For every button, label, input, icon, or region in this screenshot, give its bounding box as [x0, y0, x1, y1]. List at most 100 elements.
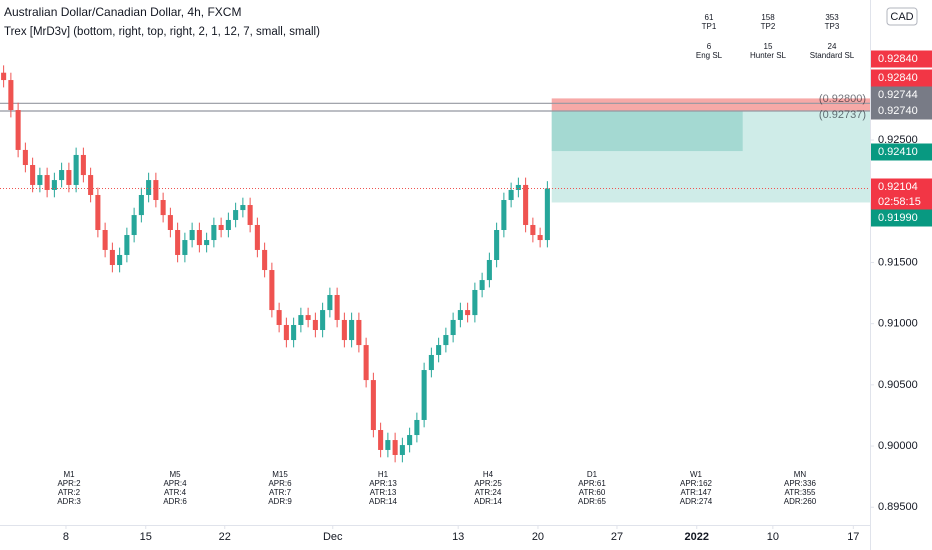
stat-line: ATR:13 [370, 488, 397, 497]
candle-body [276, 310, 282, 325]
candle-body [80, 154, 86, 176]
y-tick-label: 0.90000 [878, 440, 918, 452]
x-tick-label: 2022 [684, 531, 708, 543]
profit-zone [551, 110, 743, 152]
stat-line: ADR:9 [268, 497, 292, 506]
candle-body [544, 188, 550, 241]
candle-body [218, 224, 224, 231]
stat-timeframe: H1 [378, 470, 389, 479]
stat-timeframe: D1 [587, 470, 598, 479]
price-label-box [871, 86, 932, 104]
candle-body [414, 419, 420, 436]
candle-body [486, 259, 492, 281]
candle-body [537, 235, 543, 241]
candle-body [392, 440, 398, 455]
stat-line: ADR:65 [578, 497, 607, 506]
stat-line: ADR:6 [163, 497, 187, 506]
candle-body [131, 215, 137, 236]
candle-body [51, 180, 57, 190]
candle-body [523, 184, 529, 225]
candle-body [436, 345, 442, 355]
plot [0, 65, 870, 463]
price-label: 0.91990 [878, 212, 918, 224]
price-label-box [871, 102, 932, 120]
stat-line: ADR:14 [474, 497, 503, 506]
target-label: TP1 [702, 22, 717, 31]
x-tick-label: Dec [323, 531, 343, 543]
candle-body [479, 280, 485, 290]
candle-body [312, 319, 318, 331]
price-label: 0.92740 [878, 105, 918, 117]
candle-body [15, 110, 21, 150]
x-tick-label: 13 [452, 531, 464, 543]
candle-body [472, 289, 478, 316]
candle-body [95, 194, 101, 231]
candle-body [182, 240, 188, 255]
stat-line: ATR:2 [58, 488, 81, 497]
y-tick-label: 0.91000 [878, 318, 918, 330]
x-tick-label: 8 [63, 531, 69, 543]
stat-line: ADR:3 [57, 497, 81, 506]
stat-line: ADR:14 [369, 497, 398, 506]
candle-body [138, 194, 144, 216]
candle-body [102, 230, 108, 250]
stat-timeframe: M15 [272, 470, 288, 479]
stat-line: APR:61 [578, 479, 606, 488]
candle-body [269, 270, 275, 311]
price-label-box [871, 143, 932, 161]
candle-body [515, 184, 521, 190]
candle-body [189, 230, 195, 241]
candle-body [450, 319, 456, 336]
stat-line: APR:25 [474, 479, 502, 488]
candle-body [240, 205, 246, 211]
candle-body [1, 72, 7, 81]
candle-body [457, 310, 463, 320]
candle-body [494, 230, 500, 260]
y-tick-label: 0.91500 [878, 256, 918, 268]
stat-line: APR:162 [680, 479, 713, 488]
price-label: 0.92410 [878, 146, 918, 158]
x-tick-label: 20 [532, 531, 544, 543]
candle-body [30, 165, 36, 185]
candle-body [44, 175, 50, 190]
price-label-box [871, 50, 932, 68]
candle-body [501, 200, 507, 231]
indicator-label: Trex [MrD3v] (bottom, right, top, right,… [4, 26, 320, 38]
candle-body [291, 324, 297, 341]
price-label: 0.92840 [878, 72, 918, 84]
candle-body [443, 335, 449, 346]
candle-body [262, 249, 268, 271]
stat-timeframe: M5 [169, 470, 181, 479]
candle-body [146, 180, 152, 195]
candle-body [59, 170, 65, 181]
price-label-box [871, 209, 932, 227]
candle-body [283, 324, 289, 341]
candle-body [254, 224, 260, 250]
candle-body [160, 200, 166, 216]
stat-line: ATR:24 [475, 488, 502, 497]
candle-body [175, 230, 181, 255]
stat-line: APR:4 [163, 479, 187, 488]
stat-timeframe: H4 [483, 470, 494, 479]
candle-body [334, 294, 340, 320]
level-line-label: (0.92800) [819, 93, 866, 105]
stat-timeframe: MN [794, 470, 807, 479]
stat-line: ATR:4 [164, 488, 187, 497]
target-label: TP3 [825, 22, 840, 31]
candle-body [327, 294, 333, 311]
candle-body [320, 310, 326, 331]
target-value: 24 [828, 42, 837, 51]
price-label: 0.92744 [878, 89, 918, 101]
stat-line: ATR:60 [579, 488, 606, 497]
candle-body [341, 319, 347, 341]
target-label: Hunter SL [750, 51, 787, 60]
level-line-label: (0.92737) [819, 109, 866, 121]
stat-timeframe: M1 [63, 470, 75, 479]
x-tick-label: 10 [767, 531, 779, 543]
target-value: 353 [825, 13, 839, 22]
candle-body [73, 154, 79, 185]
target-value: 61 [705, 13, 714, 22]
candle-body [421, 370, 427, 420]
y-tick-label: 0.92500 [878, 134, 918, 146]
candle-body [349, 319, 355, 341]
